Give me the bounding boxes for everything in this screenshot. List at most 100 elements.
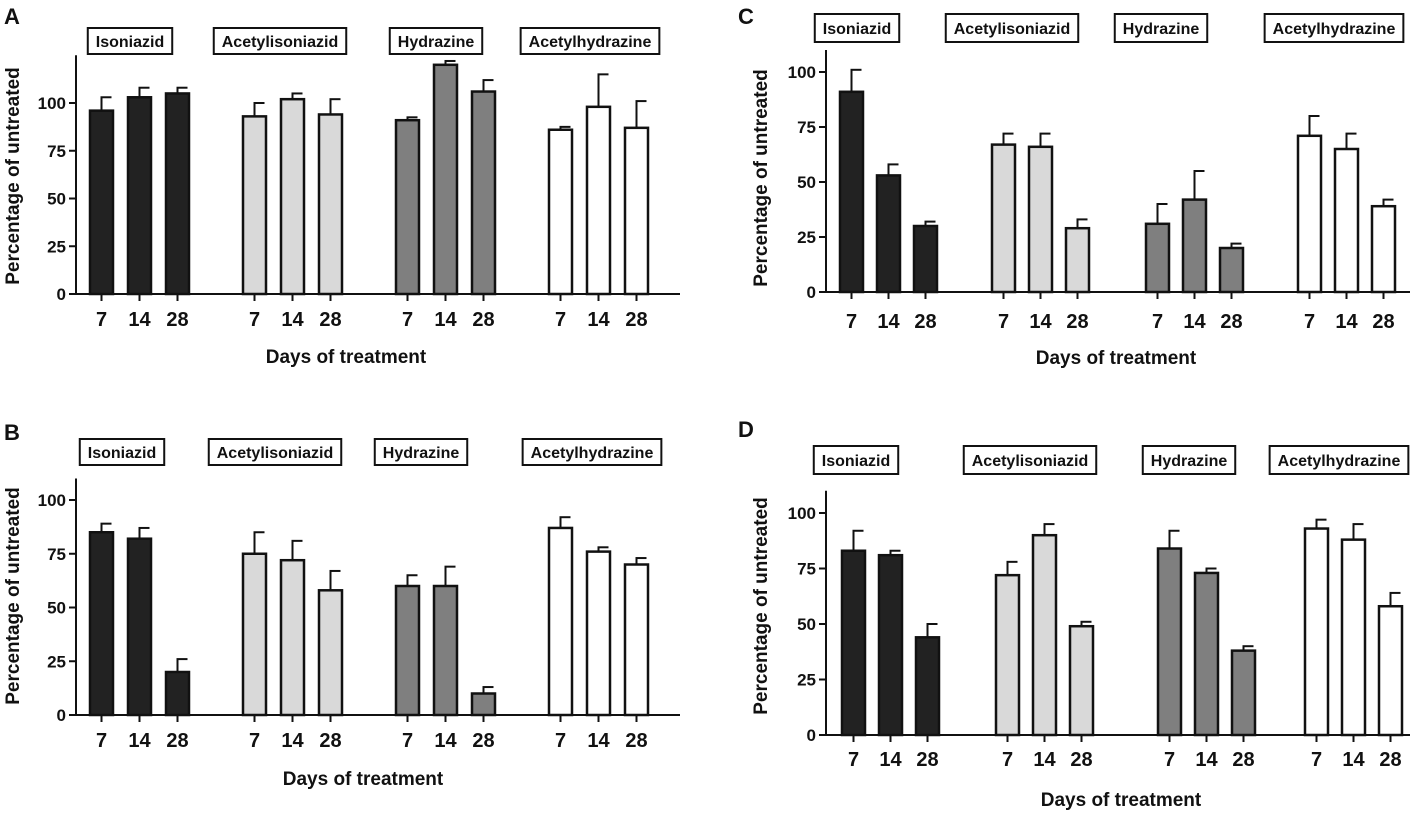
panel-b-bar-isoniazid-day-14 xyxy=(126,537,153,717)
panel-c-x-axis-title: Days of treatment xyxy=(1036,348,1197,369)
panel-a-x-tick-label-acetylisoniazid-28: 28 xyxy=(319,309,341,331)
panel-c-x-tick-label-acetylisoniazid-7: 7 xyxy=(998,311,1009,333)
panel-a-x-tick-label-acetylhydrazine-28: 28 xyxy=(625,309,647,331)
panel-c-x-tick-label-acetylisoniazid-28: 28 xyxy=(1066,311,1088,333)
panel-b-bar-hydrazine-day-28 xyxy=(470,692,497,717)
panel-d-y-tick-label-75: 75 xyxy=(797,560,816,579)
panel-a-bar-acetylisoniazid-day-28 xyxy=(317,113,344,296)
panel-b-y-axis-title: Percentage of untreated xyxy=(3,487,24,705)
panel-b-x-tick-label-acetylhydrazine-28: 28 xyxy=(625,730,647,752)
panel-c-bar-acetylhydrazine-day-7 xyxy=(1296,134,1323,294)
panel-b-x-tick-label-hydrazine-7: 7 xyxy=(402,730,413,752)
panel-c-group-label-hydrazine: Hydrazine xyxy=(1123,21,1200,38)
panel-c-y-tick-label-0: 0 xyxy=(807,283,816,302)
panel-b-bar-isoniazid-day-28 xyxy=(164,670,191,717)
panel-d-bar-hydrazine-day-28 xyxy=(1230,649,1257,737)
panel-c-bar-acetylisoniazid-day-7 xyxy=(990,143,1017,294)
panel-a-bar-acetylhydrazine-day-14 xyxy=(585,105,612,296)
panel-d-bar-acetylhydrazine-day-14 xyxy=(1340,538,1367,737)
panel-c-y-tick-label-25: 25 xyxy=(797,228,816,247)
panel-d-bar-acetylisoniazid-day-28 xyxy=(1068,624,1095,737)
panel-b-y-tick-label-0: 0 xyxy=(57,706,66,725)
panel-d-group-label-acetylisoniazid: Acetylisoniazid xyxy=(972,453,1088,470)
panel-a-group-label-box-isoniazid xyxy=(86,27,174,55)
panel-c-x-tick-label-acetylhydrazine-7: 7 xyxy=(1304,311,1315,333)
panel-d-y-tick-label-50: 50 xyxy=(797,615,816,634)
panel-c-bar-acetylisoniazid-day-14 xyxy=(1027,145,1054,294)
panel-a-x-tick-label-acetylisoniazid-14: 14 xyxy=(281,309,304,331)
panel-d-group-label-box-isoniazid xyxy=(812,445,900,475)
panel-a-bar-hydrazine-day-14 xyxy=(432,63,459,296)
panel-d-x-tick-label-acetylhydrazine-14: 14 xyxy=(1342,749,1365,771)
panel-b-bar-hydrazine-day-7 xyxy=(394,584,421,717)
panel-a-x-tick-label-isoniazid-14: 14 xyxy=(128,309,151,331)
panel-d-x-tick-label-hydrazine-7: 7 xyxy=(1164,749,1175,771)
panel-b-group-label-box-hydrazine xyxy=(373,438,469,466)
panel-b-x-tick-label-acetylisoniazid-14: 14 xyxy=(281,730,304,752)
panel-b-x-tick-label-isoniazid-7: 7 xyxy=(96,730,107,752)
panel-b-x-tick-label-isoniazid-28: 28 xyxy=(166,730,188,752)
panel-d-letter: D xyxy=(738,417,754,442)
panel-c-bar-isoniazid-day-14 xyxy=(875,174,902,294)
panel-c-bar-hydrazine-day-14 xyxy=(1181,198,1208,294)
panel-b-bar-acetylisoniazid-day-14 xyxy=(279,558,306,717)
panel-c-x-tick-label-hydrazine-14: 14 xyxy=(1183,311,1206,333)
panel-c-bar-acetylhydrazine-day-28 xyxy=(1370,204,1397,294)
panel-b-group-label-hydrazine: Hydrazine xyxy=(383,445,460,462)
panel-a-bar-acetylisoniazid-day-14 xyxy=(279,97,306,296)
panel-a-x-tick-label-hydrazine-14: 14 xyxy=(434,309,457,331)
panel-c-bar-hydrazine-day-7 xyxy=(1144,222,1171,294)
panel-d-x-tick-label-acetylhydrazine-7: 7 xyxy=(1311,749,1322,771)
panel-d-y-tick-label-25: 25 xyxy=(797,671,816,690)
panel-c-bar-acetylhydrazine-day-14 xyxy=(1333,147,1360,294)
panel-a-y-axis-title: Percentage of untreated xyxy=(3,67,24,285)
panel-c-x-tick-label-hydrazine-7: 7 xyxy=(1152,311,1163,333)
panel-d-x-tick-label-acetylisoniazid-7: 7 xyxy=(1002,749,1013,771)
panel-c-x-tick-label-isoniazid-7: 7 xyxy=(846,311,857,333)
panel-c-x-tick-label-isoniazid-14: 14 xyxy=(877,311,900,333)
panel-b-x-tick-label-acetylhydrazine-14: 14 xyxy=(587,730,610,752)
panel-a-bar-acetylisoniazid-day-7 xyxy=(241,115,268,296)
panel-a-bar-acetylhydrazine-day-28 xyxy=(623,126,650,296)
panel-a-bar-acetylhydrazine-day-7 xyxy=(547,128,574,296)
panel-a-x-axis-title: Days of treatment xyxy=(266,347,427,368)
panel-b-bar-acetylhydrazine-day-14 xyxy=(585,550,612,717)
panel-c-group-label-box-hydrazine xyxy=(1113,13,1209,43)
panel-c-x-tick-label-isoniazid-28: 28 xyxy=(914,311,936,333)
panel-b-group-label-acetylhydrazine: Acetylhydrazine xyxy=(531,445,654,462)
panel-a-x-tick-label-hydrazine-7: 7 xyxy=(402,309,413,331)
panel-a-group-label-box-acetylhydrazine xyxy=(519,27,661,55)
panel-a-x-tick-label-hydrazine-28: 28 xyxy=(472,309,494,331)
panel-d-bar-acetylhydrazine-day-28 xyxy=(1377,604,1404,737)
panel-c-bar-hydrazine-day-28 xyxy=(1218,246,1245,294)
panel-c-y-tick-label-75: 75 xyxy=(797,118,816,137)
panel-c-group-label-box-acetylhydrazine xyxy=(1263,13,1405,43)
panel-b-x-tick-label-isoniazid-14: 14 xyxy=(128,730,151,752)
panel-d-x-tick-label-isoniazid-14: 14 xyxy=(879,749,902,771)
panel-c-bar-acetylisoniazid-day-28 xyxy=(1064,226,1091,294)
panel-b-bar-isoniazid-day-7 xyxy=(88,531,115,717)
panel-d-bar-hydrazine-day-14 xyxy=(1193,571,1220,737)
panel-d-x-tick-label-hydrazine-14: 14 xyxy=(1195,749,1218,771)
panel-b-x-tick-label-acetylisoniazid-7: 7 xyxy=(249,730,260,752)
panel-a-x-tick-label-acetylhydrazine-7: 7 xyxy=(555,309,566,331)
panel-a-y-tick-label-50: 50 xyxy=(47,190,66,209)
panel-b-y-tick-label-100: 100 xyxy=(38,491,66,510)
panel-d-y-tick-label-0: 0 xyxy=(807,726,816,745)
panel-b-bar-hydrazine-day-14 xyxy=(432,584,459,717)
panel-c-x-tick-label-acetylisoniazid-14: 14 xyxy=(1029,311,1052,333)
panel-d-bar-acetylisoniazid-day-14 xyxy=(1031,533,1058,737)
panel-b-group-label-isoniazid: Isoniazid xyxy=(88,445,156,462)
panel-d-bar-acetylhydrazine-day-7 xyxy=(1303,527,1330,737)
panel-b-group-label-box-isoniazid xyxy=(78,438,166,466)
panel-b-x-tick-label-acetylisoniazid-28: 28 xyxy=(319,730,341,752)
panel-d-x-tick-label-isoniazid-28: 28 xyxy=(916,749,938,771)
panel-b-y-tick-label-25: 25 xyxy=(47,652,66,671)
panel-a-letter: A xyxy=(4,4,20,29)
panel-c-group-label-box-acetylisoniazid xyxy=(944,13,1080,43)
panel-d-x-tick-label-hydrazine-28: 28 xyxy=(1232,749,1254,771)
panel-a-y-tick-label-25: 25 xyxy=(47,237,66,256)
panel-b-bar-acetylhydrazine-day-28 xyxy=(623,563,650,717)
panel-a-group-label-isoniazid: Isoniazid xyxy=(96,34,164,51)
